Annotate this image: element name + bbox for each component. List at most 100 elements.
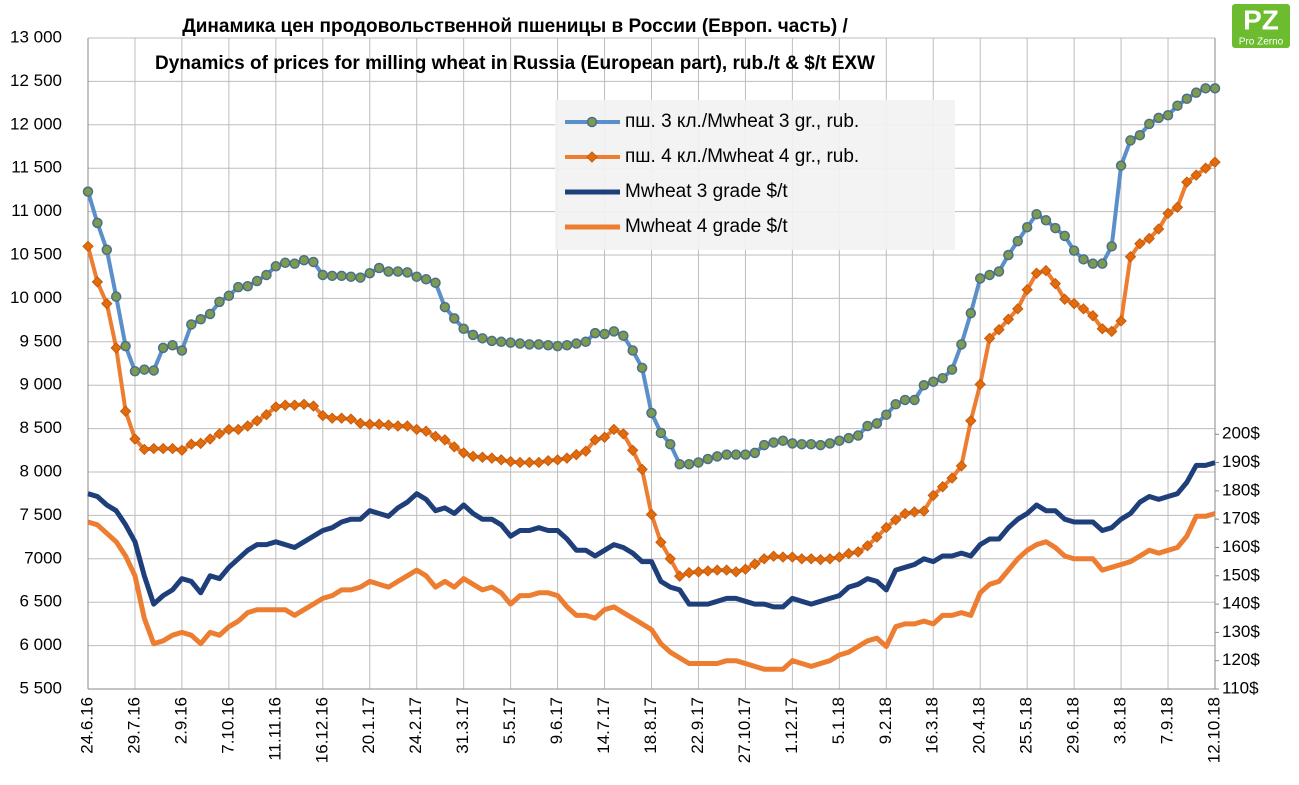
point-marker bbox=[1190, 169, 1202, 181]
point-marker bbox=[805, 438, 817, 450]
point-marker bbox=[354, 417, 367, 430]
x-tick-label: 5.5.17 bbox=[500, 697, 519, 744]
point-marker bbox=[1152, 223, 1165, 235]
point-marker bbox=[740, 449, 751, 460]
y-tick-label: 10 000 bbox=[10, 288, 62, 307]
series bbox=[87, 460, 1216, 610]
y2-tick-label: 110$ bbox=[1222, 678, 1259, 697]
legend-marker bbox=[586, 151, 598, 163]
point-marker bbox=[1199, 162, 1212, 174]
point-marker bbox=[1030, 267, 1043, 279]
y2-tick-label: 120$ bbox=[1222, 650, 1260, 669]
point-marker bbox=[335, 412, 348, 424]
legend-label: Mwheat 4 grade $/t bbox=[625, 216, 788, 237]
point-marker bbox=[138, 443, 151, 456]
point-marker bbox=[1115, 160, 1127, 171]
point-marker bbox=[251, 275, 263, 287]
y-tick-label: 11 000 bbox=[11, 201, 62, 220]
point-marker bbox=[627, 444, 639, 457]
point-marker bbox=[1209, 83, 1221, 94]
point-marker bbox=[955, 460, 968, 472]
point-marker bbox=[993, 323, 1005, 336]
point-marker bbox=[777, 435, 789, 447]
x-tick-label: 11.11.16 bbox=[265, 697, 284, 761]
point-marker bbox=[673, 570, 686, 582]
y2-tick-label: 190$ bbox=[1222, 452, 1260, 471]
point-marker bbox=[702, 565, 714, 577]
point-marker bbox=[1181, 176, 1193, 188]
x-tick-label: 24.2.17 bbox=[406, 697, 425, 754]
point-marker bbox=[429, 430, 442, 443]
point-marker bbox=[185, 438, 198, 450]
legend-label: Mwheat 3 grade $/t bbox=[625, 181, 788, 202]
point-marker bbox=[373, 418, 385, 430]
point-marker bbox=[834, 435, 845, 447]
point-marker bbox=[1003, 249, 1014, 261]
legend-box bbox=[555, 100, 955, 250]
point-marker bbox=[993, 266, 1005, 277]
point-marker bbox=[1181, 93, 1193, 105]
point-marker bbox=[561, 340, 573, 351]
point-marker bbox=[1190, 87, 1202, 98]
point-marker bbox=[523, 456, 536, 469]
point-marker bbox=[852, 546, 864, 558]
point-marker bbox=[711, 451, 723, 462]
point-marker bbox=[946, 472, 958, 484]
x-tick-label: 16.12.16 bbox=[312, 697, 331, 763]
point-marker bbox=[1200, 83, 1211, 94]
point-marker bbox=[533, 456, 545, 469]
x-tick-label: 3.8.18 bbox=[1111, 697, 1130, 744]
x-tick-label: 24.6.16 bbox=[77, 697, 96, 754]
y2-tick-label: 200$ bbox=[1222, 424, 1260, 443]
point-marker bbox=[261, 269, 272, 281]
point-marker bbox=[937, 373, 948, 384]
x-tick-label: 9.2.18 bbox=[876, 697, 895, 744]
point-marker bbox=[1143, 232, 1155, 245]
point-marker bbox=[730, 566, 742, 578]
point-marker bbox=[589, 434, 601, 446]
point-marker bbox=[936, 481, 949, 493]
point-marker bbox=[355, 272, 366, 283]
y-tick-label: 11 500 bbox=[11, 158, 62, 177]
point-marker bbox=[580, 336, 592, 348]
point-marker bbox=[1153, 112, 1164, 124]
point-marker bbox=[345, 271, 357, 282]
x-tick-label: 14.7.17 bbox=[594, 697, 613, 754]
y2-tick-label: 130$ bbox=[1222, 622, 1260, 641]
point-marker bbox=[542, 340, 554, 351]
point-marker bbox=[1097, 258, 1108, 269]
x-tick-label: 27.10.17 bbox=[735, 697, 754, 763]
point-marker bbox=[420, 425, 432, 437]
legend-marker bbox=[586, 116, 598, 128]
point-marker bbox=[928, 376, 939, 387]
point-marker bbox=[467, 450, 479, 463]
point-marker bbox=[326, 412, 338, 424]
x-tick-label: 7.9.18 bbox=[1158, 697, 1177, 744]
point-marker bbox=[956, 339, 967, 350]
point-marker bbox=[843, 432, 854, 444]
point-marker bbox=[119, 405, 132, 417]
point-marker bbox=[852, 430, 864, 441]
series bbox=[82, 156, 1221, 582]
x-tick-label: 29.7.16 bbox=[124, 697, 143, 754]
point-marker bbox=[1078, 254, 1089, 265]
point-marker bbox=[110, 291, 122, 302]
point-marker bbox=[786, 551, 799, 563]
point-marker bbox=[1059, 230, 1070, 242]
point-marker bbox=[204, 433, 216, 445]
x-tick-label: 16.3.18 bbox=[923, 697, 942, 754]
point-marker bbox=[457, 447, 470, 459]
point-marker bbox=[561, 452, 573, 464]
point-marker bbox=[665, 438, 676, 450]
point-marker bbox=[1144, 118, 1155, 130]
point-marker bbox=[260, 409, 273, 421]
y-tick-label: 12 000 bbox=[10, 114, 62, 133]
y-tick-label: 7 500 bbox=[19, 505, 62, 524]
point-marker bbox=[693, 457, 704, 468]
point-marker bbox=[242, 280, 253, 292]
point-marker bbox=[317, 409, 329, 422]
logo-badge bbox=[1232, 4, 1290, 48]
point-marker bbox=[213, 428, 226, 440]
point-marker bbox=[1105, 325, 1118, 338]
point-marker bbox=[646, 407, 657, 419]
